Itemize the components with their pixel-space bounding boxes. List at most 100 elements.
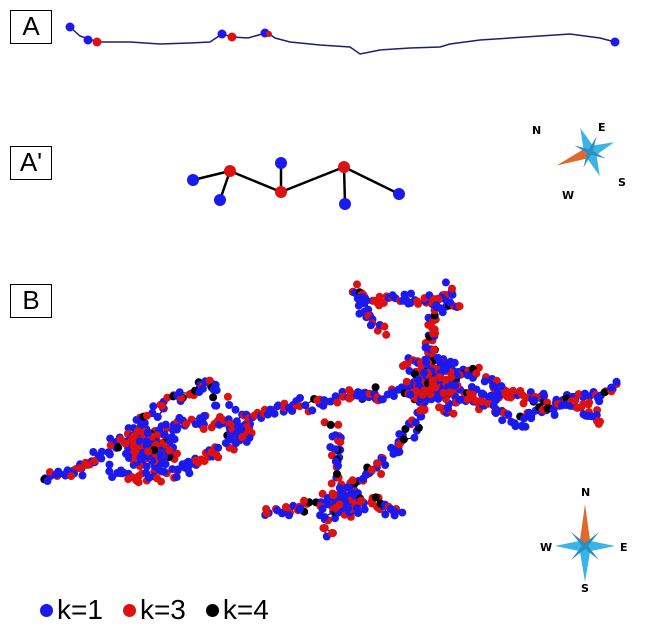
node-k3 <box>134 478 143 487</box>
trace-line <box>69 26 616 55</box>
node-k3 <box>420 406 429 415</box>
node-k1 <box>225 401 234 409</box>
node-k3 <box>543 398 552 407</box>
node-k1 <box>420 368 428 377</box>
node-k1 <box>108 473 117 482</box>
node-k1 <box>489 382 497 390</box>
node-k1 <box>610 37 620 47</box>
node-k1 <box>173 423 182 432</box>
node-k3 <box>441 375 450 384</box>
node-k3 <box>266 31 272 37</box>
node-k1 <box>143 428 152 437</box>
node-k1 <box>65 22 75 32</box>
node-k1 <box>156 450 165 459</box>
node-k3 <box>130 447 139 456</box>
legend-marker-k3 <box>122 603 136 617</box>
node-k3 <box>336 438 345 447</box>
node-k1 <box>557 401 566 410</box>
node-k1 <box>612 377 621 386</box>
node-k3 <box>377 470 386 478</box>
node-k3 <box>334 420 343 429</box>
node-k3 <box>182 420 191 429</box>
node-k1 <box>593 393 602 402</box>
node-k1 <box>175 388 184 397</box>
node-k1 <box>607 383 616 392</box>
node-k1 <box>105 448 114 457</box>
node-k1 <box>504 410 513 419</box>
node-k3 <box>320 418 329 427</box>
node-k3 <box>380 322 389 331</box>
node-k1 <box>160 430 169 439</box>
node-k1 <box>521 422 530 431</box>
node-k3 <box>173 449 181 458</box>
node-k1 <box>308 406 317 415</box>
node-k4 <box>401 425 410 433</box>
node-k1 <box>78 471 87 480</box>
legend-label-k1: k=1 <box>57 594 103 625</box>
node-k4 <box>371 383 380 392</box>
node-k3 <box>223 392 232 401</box>
node-k3 <box>158 401 166 410</box>
node-k1 <box>353 504 361 513</box>
node-k1 <box>381 510 390 519</box>
node-k1 <box>520 414 528 423</box>
node-k3 <box>478 397 487 406</box>
node-k1 <box>185 469 194 478</box>
node-k3 <box>262 505 271 513</box>
node-k3 <box>594 419 603 428</box>
panel-label-b: B <box>10 284 52 318</box>
node-k1 <box>338 490 347 498</box>
node-k1 <box>326 397 335 406</box>
node-k1 <box>549 405 558 414</box>
node-k3 <box>124 475 133 484</box>
node-k1 <box>142 441 151 450</box>
node-k1 <box>172 473 181 482</box>
node-k3 <box>282 503 290 511</box>
node-k3 <box>435 403 443 412</box>
node-k3 <box>431 383 440 392</box>
node-k1 <box>497 382 506 391</box>
node-k3 <box>121 439 130 448</box>
node-k4 <box>371 493 380 502</box>
node-k1 <box>212 401 221 410</box>
node-k1 <box>237 425 246 434</box>
legend-label-k3: k=3 <box>139 594 186 625</box>
node-k4 <box>333 469 341 478</box>
node-k3 <box>238 433 247 442</box>
node-k1 <box>498 416 507 425</box>
node-k3 <box>67 472 76 481</box>
node-k1 <box>285 511 293 520</box>
node-k3 <box>414 299 423 308</box>
node-k3 <box>472 369 481 378</box>
node-k3 <box>144 447 153 456</box>
node-k3 <box>348 476 357 485</box>
node-k1 <box>209 385 218 394</box>
node-k1 <box>153 413 162 421</box>
legend-item-k1: k=1 <box>40 594 103 626</box>
node-k1 <box>530 396 539 405</box>
node-k3 <box>449 409 458 418</box>
node-k1 <box>450 358 459 367</box>
node-k1 <box>410 433 419 442</box>
node-k3 <box>275 186 287 198</box>
node-k3 <box>157 477 165 486</box>
node-k4 <box>600 388 609 397</box>
node-k1 <box>491 409 500 418</box>
node-k1 <box>97 447 106 456</box>
panel-b-nodes <box>40 278 621 541</box>
node-k1 <box>407 289 415 298</box>
node-k1 <box>118 469 127 478</box>
node-k1 <box>492 390 501 399</box>
node-k3 <box>227 32 237 42</box>
compass-bottom-w: W <box>540 541 552 554</box>
node-k1 <box>273 402 282 411</box>
legend-item-k4: k=4 <box>205 594 269 626</box>
node-k1 <box>83 35 93 45</box>
node-k1 <box>185 460 194 469</box>
node-k1 <box>446 298 454 307</box>
compass-top-w: W <box>562 189 574 202</box>
node-k1 <box>390 508 399 517</box>
node-k3 <box>327 479 336 488</box>
node-k3 <box>379 298 388 307</box>
node-k1 <box>432 301 441 310</box>
